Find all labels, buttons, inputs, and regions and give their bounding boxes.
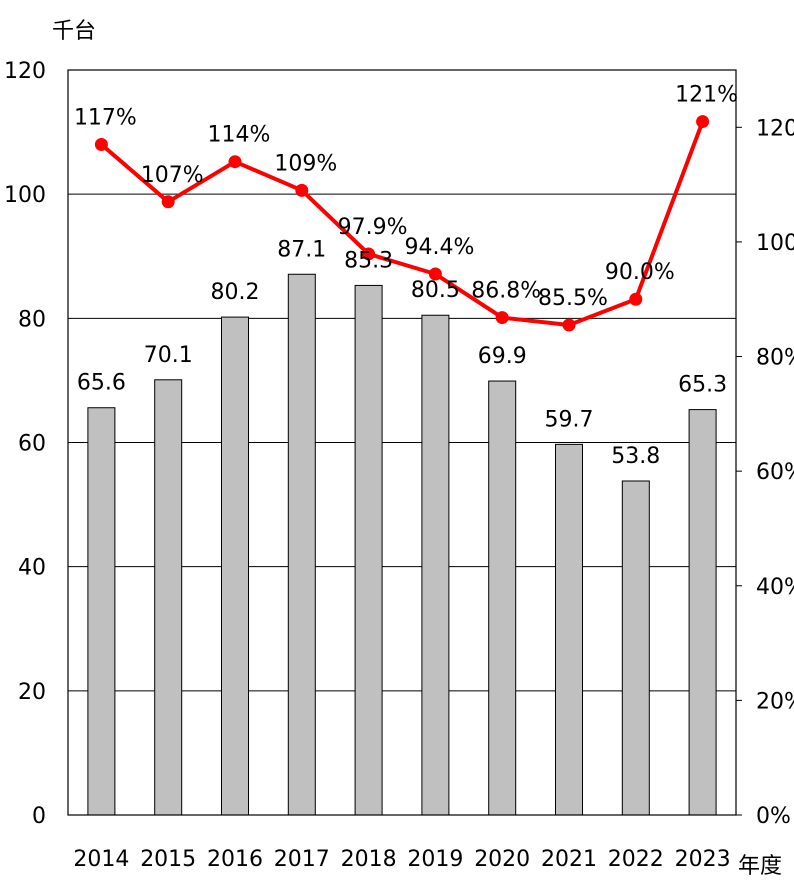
x-tick-label: 2021 [541,847,597,872]
ratio-point [228,155,242,169]
bar [154,379,183,816]
y2-tick-label: 20% [756,689,794,714]
ratio-point [295,183,309,197]
ratio-value-label: 121% [675,83,738,108]
y-tick-label: 100 [4,183,46,208]
y2-tick-label: 100% [756,231,794,256]
y-tick-label: 20 [18,680,46,705]
ratio-value-labels: 117% 107%114%109% 97.9%94.4% 86.8%85.5%90.0… [74,83,738,311]
y-tick-label: 0 [32,804,46,829]
bar-value-label: 80.5 [411,278,460,303]
bar-value-label: 65.6 [77,371,126,396]
bar-value-labels: 65.6 70.1 80.2 87.1 85.3 80.5 69.9 59.7 53.8 65.3 [77,237,727,469]
y2-tick-label: 120% [756,116,794,141]
ratio-value-label: 109% [274,151,337,176]
y-tick-label: 40 [18,556,46,581]
bar-value-label: 70.1 [144,343,193,368]
ratio-value-label: 117% [74,106,137,131]
bar-value-label: 87.1 [277,237,326,262]
y-tick-label: 60 [18,432,46,457]
ratio-point [428,267,442,281]
right-axis-ticks: 0% 20% 40% 60% 80% 100% 120% [756,116,794,829]
ratio-point [696,115,710,129]
bar-value-label: 53.8 [611,444,660,469]
ratio-value-label: 97.9% [338,215,408,240]
ratio-point [362,247,376,261]
y-tick-label: 120 [4,59,46,84]
bar [488,380,517,816]
ratio-value-label: 94.4% [404,235,474,260]
y-tick-label: 80 [18,307,46,332]
ratio-line [100,120,705,328]
ratio-value-label: 85.5% [538,286,608,311]
x-axis-unit: 年度 [738,854,782,879]
x-tick-label: 2018 [341,847,397,872]
x-tick-label: 2020 [474,847,530,872]
bar [621,480,650,816]
ratio-point [495,311,509,325]
y2-tick-label: 0% [756,804,791,829]
bar-value-label: 85.3 [344,248,393,273]
bar-series [87,273,717,816]
x-axis-ticks: 2014 2015 2016 2017 2018 2019 2020 2021 2022 2023 [73,847,730,872]
bar-value-label: 80.2 [211,280,260,305]
bar-value-label: 65.3 [678,373,727,398]
left-axis-unit: 千台 [52,19,96,44]
x-tick-label: 2022 [608,847,664,872]
ratio-line-series [94,115,710,332]
bar [221,316,249,816]
ratio-point [562,318,576,332]
x-tick-label: 2019 [407,847,463,872]
bar-value-label: 69.9 [478,344,527,369]
ratio-value-label: 90.0% [605,260,675,285]
x-tick-label: 2023 [675,847,731,872]
y2-tick-label: 80% [756,346,794,371]
y2-tick-label: 40% [756,575,794,600]
ratio-point [161,195,175,209]
ratio-value-label: 114% [208,123,271,148]
x-tick-label: 2017 [274,847,330,872]
x-tick-label: 2015 [140,847,196,872]
x-tick-label: 2014 [73,847,129,872]
x-tick-label: 2016 [207,847,263,872]
bar [354,284,383,816]
ratio-point [629,292,643,306]
ratio-point [94,138,108,151]
bar [421,314,450,816]
bar [87,407,116,816]
axes [67,69,742,816]
bar [688,409,717,816]
y2-tick-label: 60% [756,460,794,485]
bar [287,273,316,816]
ratio-value-label: 86.8% [471,279,541,304]
plot-frame [67,69,737,816]
ratio-value-label: 107% [141,163,204,188]
left-axis-ticks: 0 20 40 60 80 100 120 [4,59,46,829]
bar-value-label: 59.7 [545,407,594,432]
bar [555,443,583,816]
